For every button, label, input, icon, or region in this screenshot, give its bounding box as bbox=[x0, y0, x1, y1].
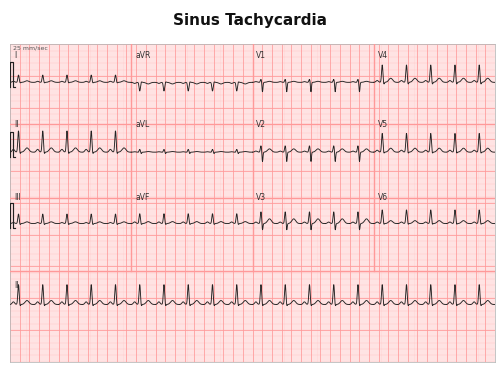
Text: III: III bbox=[14, 193, 20, 203]
Text: I: I bbox=[14, 51, 16, 60]
Text: V1: V1 bbox=[256, 51, 266, 60]
Text: 25 mm/sec: 25 mm/sec bbox=[14, 46, 48, 51]
Text: aVF: aVF bbox=[135, 193, 150, 203]
Text: Sinus Tachycardia: Sinus Tachycardia bbox=[173, 13, 327, 28]
Text: V4: V4 bbox=[378, 51, 388, 60]
Text: II: II bbox=[14, 281, 18, 290]
Text: aVL: aVL bbox=[135, 120, 150, 130]
Text: II: II bbox=[14, 120, 18, 130]
Text: aVR: aVR bbox=[135, 51, 150, 60]
Text: V3: V3 bbox=[256, 193, 266, 203]
Text: V2: V2 bbox=[256, 120, 266, 130]
Text: V6: V6 bbox=[378, 193, 388, 203]
Text: V5: V5 bbox=[378, 120, 388, 130]
